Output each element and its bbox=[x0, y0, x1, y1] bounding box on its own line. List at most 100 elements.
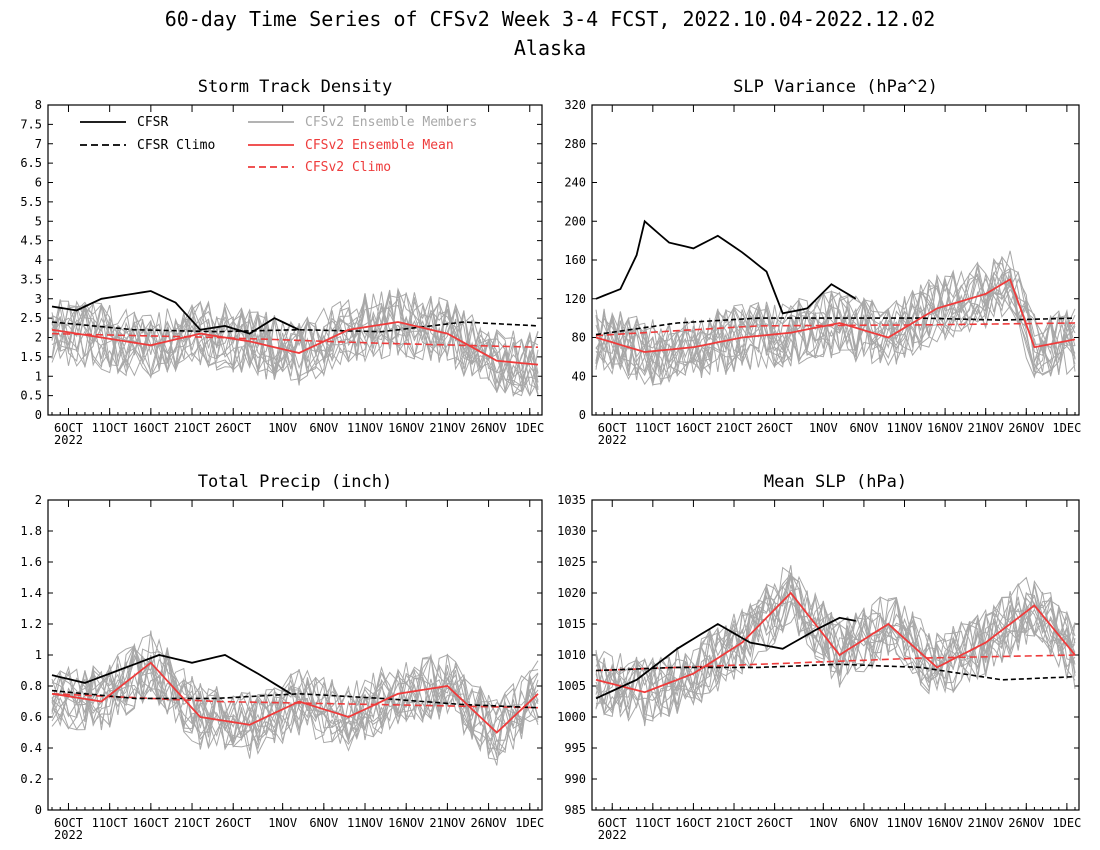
y-tick-label: 200 bbox=[564, 214, 586, 228]
series-line-cfsr bbox=[595, 616, 856, 700]
x-tick-label: 26NOV bbox=[471, 421, 507, 435]
y-tick-label: 1035 bbox=[557, 493, 586, 507]
panel-lines bbox=[51, 630, 539, 766]
panel-title: Storm Track Density bbox=[198, 77, 392, 97]
series-line-cfsv2-ensemble-mean bbox=[51, 661, 539, 734]
x-tick-label: 11NOV bbox=[886, 816, 922, 830]
x-tick-label: 11NOV bbox=[347, 421, 383, 435]
series-line-cfsr bbox=[595, 219, 857, 315]
panel-title: Total Precip (inch) bbox=[198, 472, 392, 492]
main-subtitle: Alaska bbox=[514, 36, 586, 60]
x-year-label: 2022 bbox=[54, 433, 83, 447]
x-tick-label: 1DEC bbox=[1052, 816, 1081, 830]
x-tick-label: 21NOV bbox=[968, 816, 1004, 830]
y-tick-label: 1.6 bbox=[20, 555, 42, 569]
y-tick-label: 1025 bbox=[557, 555, 586, 569]
ensemble-member-line bbox=[51, 297, 539, 398]
ensemble-member-line bbox=[51, 655, 539, 757]
x-tick-label: 16NOV bbox=[927, 816, 963, 830]
ensemble-member-line bbox=[595, 270, 1076, 384]
y-tick-label: 0.6 bbox=[20, 710, 42, 724]
x-tick-label: 11NOV bbox=[886, 421, 922, 435]
y-tick-label: 7.5 bbox=[20, 117, 42, 131]
main-title: 60-day Time Series of CFSv2 Week 3-4 FCS… bbox=[165, 7, 936, 31]
x-tick-label: 6NOV bbox=[309, 816, 338, 830]
ensemble-member-line bbox=[51, 292, 539, 387]
y-tick-label: 1005 bbox=[557, 679, 586, 693]
series-line-cfsv2-ensemble-mean bbox=[595, 278, 1076, 353]
y-tick-label: 0 bbox=[579, 408, 586, 422]
x-tick-label: 1DEC bbox=[515, 816, 544, 830]
legend: CFSR CFSR Climo CFSv2 Ensemble Members CFSv… bbox=[80, 115, 477, 175]
panel-lines bbox=[595, 219, 1076, 387]
panel-lines bbox=[595, 565, 1076, 727]
series-line-cfsr-climo bbox=[595, 663, 1076, 681]
y-tick-label: 2 bbox=[35, 331, 42, 345]
x-tick-label: 16OCT bbox=[675, 816, 711, 830]
ensemble-member-line bbox=[595, 575, 1076, 722]
x-tick-label: 26NOV bbox=[471, 816, 507, 830]
y-tick-label: 240 bbox=[564, 176, 586, 190]
y-tick-label: 4.5 bbox=[20, 234, 42, 248]
series-line-cfsr-climo bbox=[51, 689, 539, 709]
panel-lines bbox=[51, 287, 539, 398]
plot-frame bbox=[591, 104, 1080, 416]
y-tick-label: 1.4 bbox=[20, 586, 42, 600]
chart-panel-4: Mean SLP (hPa) 985 990 995 1000 1005 1010 1015 1… bbox=[557, 472, 1081, 842]
x-tick-label: 1NOV bbox=[268, 816, 297, 830]
x-tick-label: 11NOV bbox=[347, 816, 383, 830]
legend-label: CFSv2 Ensemble Mean bbox=[305, 138, 454, 153]
legend-label: CFSv2 Climo bbox=[305, 160, 391, 175]
x-year-label: 2022 bbox=[598, 433, 627, 447]
y-tick-label: 0.2 bbox=[20, 772, 42, 786]
ensemble-member-line bbox=[595, 583, 1076, 718]
y-tick-label: 280 bbox=[564, 137, 586, 151]
x-tick-label: 1NOV bbox=[809, 421, 838, 435]
x-tick-label: 16NOV bbox=[927, 421, 963, 435]
x-tick-label: 6NOV bbox=[849, 421, 878, 435]
x-year-label: 2022 bbox=[598, 828, 627, 842]
panels: Storm Track Density 0 0.5 1 1.5 2 2.5 3 3.5 4 4.5 5… bbox=[20, 77, 1081, 842]
x-tick-label: 1DEC bbox=[515, 421, 544, 435]
y-tick-label: 1020 bbox=[557, 586, 586, 600]
x-tick-label: 26OCT bbox=[215, 816, 251, 830]
y-tick-label: 0.4 bbox=[20, 741, 42, 755]
x-tick-label: 16OCT bbox=[133, 421, 169, 435]
ensemble-member-line bbox=[51, 645, 539, 753]
x-tick-label: 6OCT bbox=[54, 816, 83, 830]
chart-panel-3: Total Precip (inch) 0 0.2 0.4 0.6 0.8 1 1.2 1.4 1… bbox=[20, 472, 544, 842]
plot-frame bbox=[591, 499, 1080, 811]
x-tick-label: 16NOV bbox=[388, 421, 424, 435]
x-tick-label: 21OCT bbox=[174, 421, 210, 435]
panel-title: SLP Variance (hPa^2) bbox=[733, 77, 938, 97]
x-tick-label: 21OCT bbox=[716, 421, 752, 435]
x-year-label: 2022 bbox=[54, 828, 83, 842]
y-tick-label: 7 bbox=[35, 137, 42, 151]
x-tick-label: 16NOV bbox=[388, 816, 424, 830]
y-tick-label: 0.5 bbox=[20, 389, 42, 403]
y-tick-label: 0 bbox=[35, 408, 42, 422]
y-tick-label: 1.5 bbox=[20, 350, 42, 364]
series-line-cfsr bbox=[51, 654, 292, 695]
ensemble-member-line bbox=[51, 292, 539, 393]
ensemble-member-line bbox=[51, 297, 539, 397]
y-tick-label: 6.5 bbox=[20, 156, 42, 170]
ensemble-member-line bbox=[595, 583, 1076, 718]
y-tick-label: 1015 bbox=[557, 617, 586, 631]
x-tick-label: 16OCT bbox=[133, 816, 169, 830]
y-tick-label: 3.5 bbox=[20, 272, 42, 286]
series-line-cfsr-climo bbox=[51, 321, 539, 333]
ensemble-member-line bbox=[51, 633, 539, 759]
y-tick-label: 5 bbox=[35, 214, 42, 228]
x-tick-label: 26OCT bbox=[757, 816, 793, 830]
ensemble-member-line bbox=[595, 269, 1076, 381]
x-tick-label: 26OCT bbox=[215, 421, 251, 435]
x-tick-label: 21NOV bbox=[429, 421, 465, 435]
chart-panel-2: SLP Variance (hPa^2) 0 40 80 120 160 200 240 280… bbox=[564, 77, 1081, 447]
ensemble-member-line bbox=[51, 299, 539, 391]
y-tick-label: 0 bbox=[35, 803, 42, 817]
y-tick-label: 160 bbox=[564, 253, 586, 267]
y-tick-label: 5.5 bbox=[20, 195, 42, 209]
x-tick-label: 26OCT bbox=[757, 421, 793, 435]
series-line-cfsr bbox=[51, 290, 300, 335]
